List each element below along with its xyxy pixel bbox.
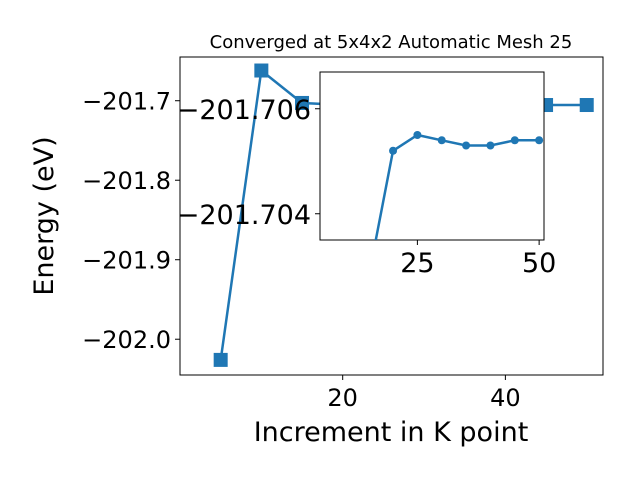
inset-data-point <box>365 273 373 281</box>
x-axis-label: Increment in K point <box>254 417 529 448</box>
data-point <box>579 98 594 113</box>
data-point <box>254 63 269 78</box>
data-point <box>295 95 310 110</box>
y-tick-label: −201.9 <box>82 247 171 275</box>
inset-data-point <box>535 136 544 145</box>
y-axis-label: Energy (eV) <box>29 136 60 295</box>
y-tick-label: −201.8 <box>82 167 171 195</box>
inset-data-point <box>413 131 422 139</box>
inset-series <box>365 131 544 281</box>
inset-y-tick-label: −201.704 <box>177 200 311 231</box>
inset-data-point <box>462 141 471 150</box>
x-tick-label: 20 <box>327 384 358 412</box>
inset-data-point <box>389 146 398 155</box>
inset-chart: 25 50 −201.706 −201.704 <box>177 71 556 281</box>
inset-x-tick-label: 50 <box>522 248 556 279</box>
main-plot-frame <box>179 56 604 376</box>
inset-data-point <box>486 141 495 150</box>
y-tick-label: −201.7 <box>82 88 171 116</box>
inset-y-tick-label: −201.706 <box>177 95 311 126</box>
inset-data-point <box>510 136 519 145</box>
chart-title: Converged at 5x4x2 Automatic Mesh 25 <box>210 32 573 53</box>
y-tick-label: −202.0 <box>82 326 171 354</box>
data-point <box>213 352 228 367</box>
inset-series-line <box>374 133 540 240</box>
x-tick-label: 40 <box>490 384 521 412</box>
inset-data-point <box>437 136 446 145</box>
inset-x-tick-label: 25 <box>400 248 434 279</box>
inset-plot-frame <box>319 71 545 241</box>
